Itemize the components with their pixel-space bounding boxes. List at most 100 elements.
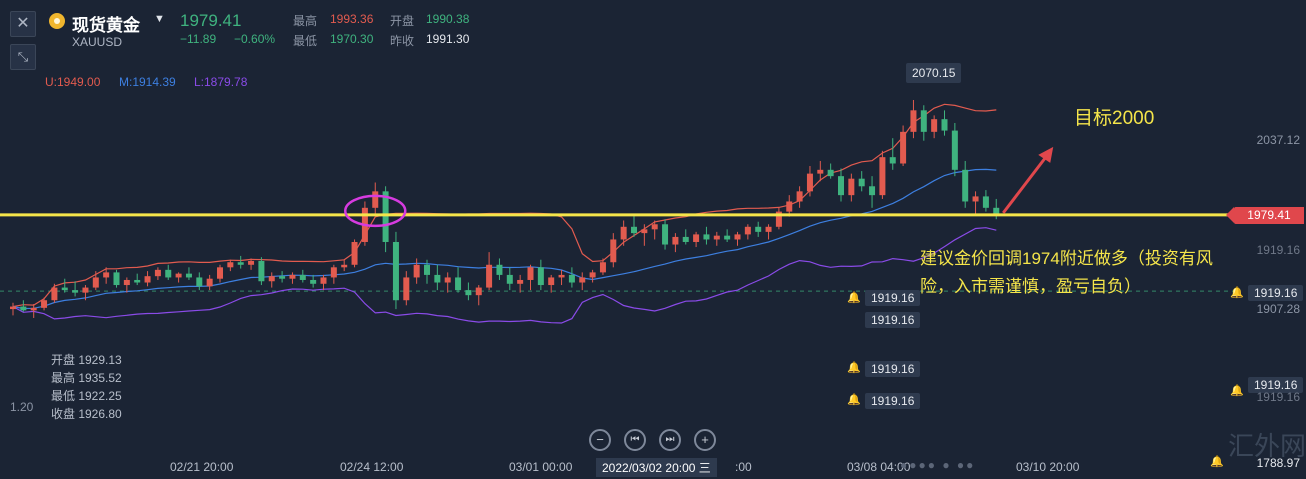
candle-body	[165, 269, 172, 278]
candle-body	[662, 224, 669, 245]
scroll-end-button[interactable]: ⏭	[659, 429, 681, 451]
candle-body	[610, 239, 617, 263]
candle-body	[134, 279, 141, 283]
peak-label: 2070.15	[906, 63, 962, 83]
candle-body	[144, 276, 151, 283]
candle-body	[641, 229, 648, 234]
prev-close-value: 1991.30	[426, 32, 470, 46]
low-value: 1970.30	[330, 32, 374, 46]
scroll-start-button[interactable]: ⏮	[624, 429, 646, 451]
candle-body	[227, 262, 234, 268]
bollinger-upper-line	[12, 103, 997, 308]
candle-body	[413, 264, 420, 278]
candle-body	[537, 267, 544, 286]
alert-tag[interactable]: 1919.16	[865, 361, 921, 377]
instrument-name[interactable]: 现货黄金	[72, 16, 140, 35]
candle-body	[372, 191, 379, 208]
price-tick-clipped: 1919.16	[1256, 390, 1300, 404]
candle-body	[41, 300, 48, 308]
candle-body	[517, 279, 524, 284]
candle-body	[941, 119, 948, 131]
open-label: 开盘	[390, 14, 415, 28]
gold-coin-icon	[49, 13, 65, 29]
candle-body	[175, 273, 182, 278]
candle-body	[92, 277, 99, 288]
candle-body	[724, 235, 731, 240]
candle-body	[72, 290, 79, 293]
low-label: 最低	[293, 34, 318, 48]
candle-body	[744, 226, 751, 235]
scroll-dots[interactable]: ●●●● ● ●●	[900, 458, 976, 472]
candle-body	[330, 267, 337, 278]
candle-body	[289, 274, 296, 279]
candle-body	[579, 277, 586, 283]
candle-body	[589, 272, 596, 278]
candle-body	[506, 274, 513, 284]
minus-icon: −	[596, 432, 604, 447]
instrument-symbol: XAUUSD	[72, 35, 123, 49]
candle-body	[382, 191, 389, 242]
candle-body	[817, 169, 824, 174]
bollinger-middle: M:1914.39	[119, 75, 176, 89]
zoom-out-button[interactable]: −	[589, 429, 611, 451]
alert-tag[interactable]: 1919.16	[865, 290, 921, 306]
alert-tag[interactable]: 1919.16	[1248, 377, 1304, 393]
note-line-1: 建议金价回调1974附近做多（投资有风	[920, 249, 1213, 268]
close-button[interactable]: ✕	[10, 11, 36, 37]
bell-icon[interactable]: 🔔	[1210, 456, 1224, 468]
candle-body	[982, 196, 989, 208]
skip-back-icon: ⏮	[630, 434, 640, 445]
candle-body	[237, 262, 244, 265]
candle-body	[113, 272, 120, 286]
candle-body	[320, 277, 327, 284]
hover-close: 收盘 1926.80	[51, 407, 122, 421]
candle-body	[465, 290, 472, 296]
candle-body	[258, 260, 265, 282]
note-line-2: 险，入市需谨慎，盈亏自负）	[920, 277, 1141, 296]
candle-body	[806, 173, 813, 192]
bell-icon[interactable]: 🔔	[847, 394, 861, 406]
zoom-in-button[interactable]: +	[694, 429, 716, 451]
price-tick: 2037.12	[1256, 133, 1300, 147]
alert-tag[interactable]: 1919.16	[865, 312, 921, 328]
candle-body	[672, 236, 679, 245]
candle-body	[279, 276, 286, 279]
bell-icon[interactable]: 🔔	[847, 292, 861, 304]
candle-body	[848, 178, 855, 196]
alert-tag[interactable]: 1919.16	[865, 393, 921, 409]
candle-body	[434, 274, 441, 283]
bell-icon[interactable]: 🔔	[847, 362, 861, 374]
candle-body	[869, 186, 876, 196]
candle-body	[20, 306, 27, 311]
bell-icon[interactable]: 🔔	[1230, 385, 1244, 397]
price-tick-clipped: 1919.16	[1256, 243, 1300, 257]
caret-down-icon[interactable]: ▼	[154, 13, 165, 25]
alert-tag[interactable]: 1919.16	[1248, 285, 1304, 301]
candle-body	[796, 191, 803, 202]
left-edge-value: 1.20	[10, 400, 34, 414]
candle-body	[206, 278, 213, 287]
price-change: −11.89	[180, 32, 217, 46]
candle-body	[703, 234, 710, 240]
hover-low: 最低 1922.25	[51, 389, 122, 403]
candle-body	[889, 157, 896, 164]
candle-body	[103, 272, 110, 278]
current-price-marker: 1979.41	[1226, 207, 1304, 224]
candle-body	[693, 234, 700, 242]
target-annotation: 目标2000	[1074, 108, 1155, 129]
candle-body	[631, 226, 637, 234]
time-tick: 02/24 12:00	[340, 460, 404, 474]
candle-body	[154, 269, 161, 277]
candle-body	[351, 241, 358, 265]
candle-body	[475, 287, 482, 296]
candle-body	[858, 178, 865, 187]
price-change-pct: −0.60%	[234, 32, 276, 46]
candle-body	[755, 226, 762, 232]
bell-icon[interactable]: 🔔	[1230, 287, 1244, 299]
shrink-button[interactable]: ⤡	[10, 44, 36, 70]
candle-body	[268, 276, 275, 282]
candle-body	[558, 274, 565, 278]
target-arrow-shaft	[1002, 156, 1047, 214]
skip-forward-icon: ⏭	[665, 434, 675, 445]
